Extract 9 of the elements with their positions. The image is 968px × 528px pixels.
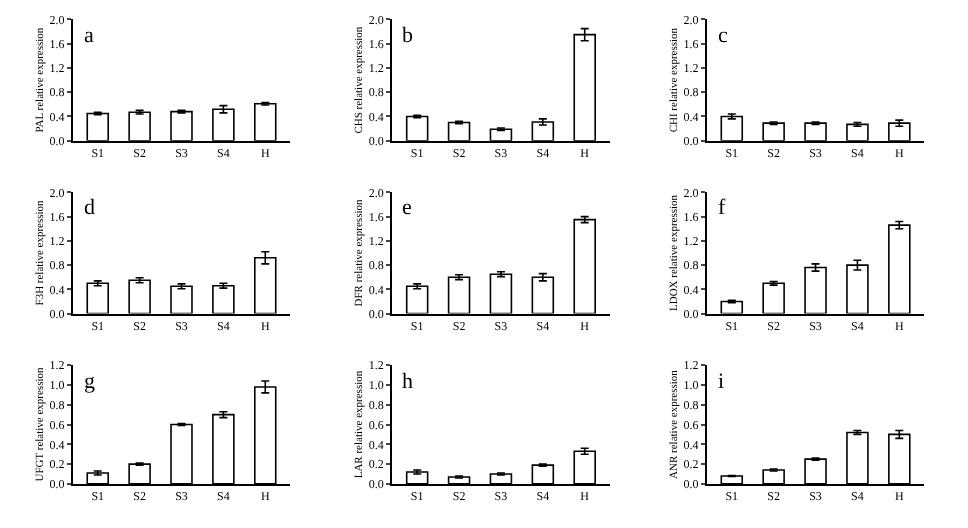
chart-title: h: [402, 370, 414, 394]
chart-title: c: [718, 24, 728, 48]
chart-title: e: [402, 196, 412, 220]
chart-title: a: [84, 24, 94, 48]
chart-title: b: [402, 24, 414, 48]
chart-title: g: [84, 370, 96, 394]
chart-title: i: [718, 370, 725, 394]
chart-title: f: [718, 196, 726, 220]
chart-title: d: [84, 196, 96, 220]
